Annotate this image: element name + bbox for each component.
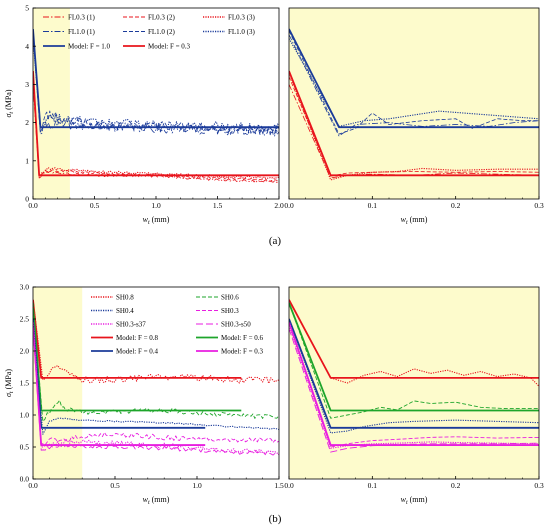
legend-label: SH0.4 — [116, 307, 134, 315]
series-line-6 — [33, 318, 279, 435]
x-tick-label: 0.0 — [28, 201, 38, 210]
legend-label: FL1.0 (1) — [68, 28, 96, 36]
legend-label: FL0.3 (1) — [68, 13, 96, 21]
x-tick-label: 0.2 — [451, 201, 461, 210]
y-tick-label: 2.0 — [20, 347, 30, 356]
series-line-0 — [289, 28, 539, 129]
x-axis-title: wt (mm) — [401, 215, 428, 226]
y-tick-label: 0.0 — [20, 475, 30, 484]
y-tick-label: 1.5 — [20, 379, 30, 388]
series-group — [289, 28, 539, 181]
y-tick-label: 4 — [25, 42, 29, 51]
plot-frame — [288, 286, 540, 480]
x-tick-label: 1.5 — [274, 481, 284, 490]
chart-a-right: 0.0 0.1 0.2 0.3 wt (mm) — [284, 7, 544, 226]
x-axis-title: wt (mm) — [143, 495, 170, 506]
series-line-0 — [33, 299, 242, 379]
legend-label: Model: F = 0.6 — [221, 334, 264, 342]
y-tick-label: 3.0 — [20, 283, 30, 292]
series-line-2 — [289, 318, 539, 429]
x-tick-label: 0.0 — [28, 481, 38, 490]
series-line-8 — [33, 325, 279, 454]
series-line-3 — [289, 30, 539, 135]
x-tick-label: 0.5 — [110, 481, 120, 490]
series-group — [33, 299, 279, 456]
chart-b-right: 0.0 0.1 0.2 0.3 wt (mm) — [284, 286, 544, 506]
highlight-band — [289, 287, 539, 479]
y-tick-label: 2.5 — [20, 315, 30, 324]
series-line-9 — [289, 328, 539, 453]
legend-label: SH0.3 — [221, 307, 239, 315]
legend-label: SH0.3-s37 — [116, 320, 146, 328]
series-line-5 — [289, 302, 539, 419]
series-line-1 — [289, 302, 539, 412]
legend-label: Model: F = 0.3 — [221, 347, 264, 355]
legend-label: FL0.3 (2) — [148, 13, 176, 21]
chart-b-left: 0.0 0.5 1.0 1.5 0.0 0.5 1.0 1.5 2.0 2.5 3.0 wt (mm)… — [4, 283, 284, 506]
legend-label: FL0.3 (3) — [228, 13, 256, 21]
legend-label: Model: F = 0.8 — [116, 334, 159, 342]
y-tick-label: 1.0 — [20, 411, 30, 420]
series-line-8 — [289, 325, 539, 449]
highlight-band — [289, 8, 539, 199]
series-line-4 — [33, 38, 279, 134]
highlight-band — [33, 287, 83, 479]
x-axis-title: wt (mm) — [401, 495, 428, 506]
legend: SH0.8 SH0.6 SH0.4 SH0.3 SH0.3-s37 SH0.3-s50 Mo… — [91, 293, 264, 355]
y-tick-label: 5 — [25, 4, 29, 13]
x-tick-label: 0.3 — [534, 481, 544, 490]
series-group — [33, 28, 279, 184]
y-axis-title: σt (MPa) — [4, 89, 15, 117]
legend-label: FL1.0 (3) — [228, 28, 256, 36]
x-tick-label: 0.1 — [368, 481, 378, 490]
x-tick-label: 1.5 — [213, 201, 223, 210]
series-group — [289, 299, 539, 453]
plot-frame — [288, 7, 540, 200]
x-tick-label: 0.1 — [368, 201, 378, 210]
legend-label: SH0.6 — [221, 293, 239, 301]
x-tick-label: 0.5 — [90, 201, 100, 210]
series-line-4 — [289, 38, 539, 127]
x-tick-label: 1.0 — [192, 481, 202, 490]
chart-a-left: 0.0 0.5 1.0 1.5 2.0 0 1 2 3 4 5 wt (mm) σt (MPa) FL0.… — [4, 4, 284, 226]
x-tick-label: 0.3 — [534, 201, 544, 210]
x-axis-title: wt (mm) — [143, 215, 170, 226]
x-tick-label: 1.0 — [151, 201, 161, 210]
series-line-2 — [33, 34, 279, 137]
legend-label: Model: F = 0.4 — [116, 347, 159, 355]
x-tick-label: 2.0 — [274, 201, 284, 210]
x-tick-label: 0.0 — [284, 481, 294, 490]
series-line-7 — [289, 322, 539, 448]
series-line-7 — [289, 72, 539, 181]
series-line-4 — [33, 299, 279, 384]
series-line-7 — [33, 322, 279, 446]
legend-label: Model: F = 0.3 — [148, 42, 191, 50]
y-tick-label: 0 — [25, 195, 29, 204]
x-tick-label: 0.2 — [451, 481, 461, 490]
series-line-4 — [289, 299, 539, 387]
x-tick-label: 0.0 — [284, 201, 294, 210]
series-line-1 — [289, 70, 539, 177]
legend-label: Model: F = 1.0 — [68, 42, 111, 50]
y-tick-label: 1 — [25, 156, 29, 165]
series-line-6 — [289, 318, 539, 434]
legend-label: SH0.8 — [116, 293, 134, 301]
series-line-5 — [33, 302, 279, 422]
legend: FL0.3 (1) FL0.3 (2) FL0.3 (3) FL1.0 (1) FL1.… — [43, 13, 256, 50]
charts-layer: 0.0 0.5 1.0 1.5 2.0 0 1 2 3 4 5 wt (mm) σt (MPa) FL0.… — [4, 4, 544, 506]
caption-a: (a) — [269, 235, 282, 247]
series-line-9 — [33, 328, 279, 456]
series-line-5 — [289, 84, 539, 179]
y-tick-label: 0.5 — [20, 443, 30, 452]
legend-label: SH0.3-s50 — [221, 320, 251, 328]
caption-b: (b) — [269, 513, 282, 525]
y-tick-label: 2 — [25, 118, 29, 127]
series-line-7 — [33, 72, 279, 180]
y-axis-title: σt (MPa) — [4, 369, 15, 397]
series-line-5 — [33, 84, 279, 184]
y-tick-label: 3 — [25, 80, 29, 89]
series-line-3 — [33, 30, 279, 135]
legend-label: FL1.0 (2) — [148, 28, 176, 36]
